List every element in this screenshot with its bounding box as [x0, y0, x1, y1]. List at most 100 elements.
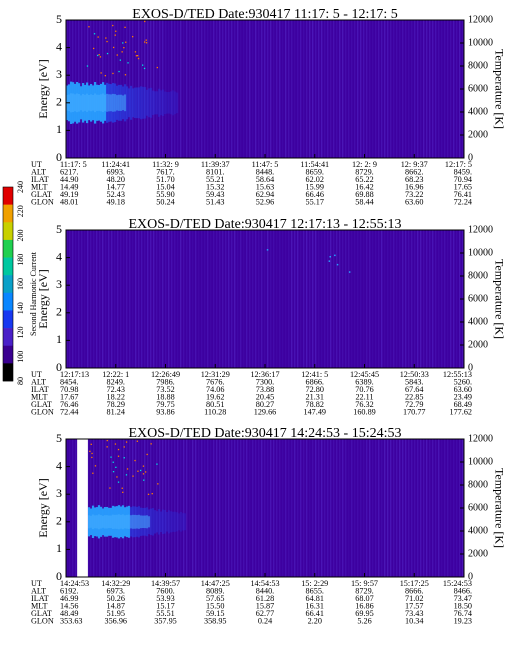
streak	[411, 20, 413, 158]
streak	[90, 439, 92, 577]
table-row-label: ALT	[31, 167, 46, 176]
streak	[309, 230, 311, 368]
band-core	[105, 515, 109, 529]
table-cell: 62.94	[256, 190, 274, 199]
table-cell: 48.20	[107, 175, 125, 184]
streak	[414, 230, 416, 368]
streak	[153, 230, 155, 368]
table-cell: 8448.	[256, 167, 274, 176]
table-cell: 5843.	[405, 377, 423, 386]
band-core	[96, 94, 99, 111]
sparse-dot	[140, 469, 142, 472]
table-row-label: MLT	[31, 392, 48, 401]
colorbar-segment	[3, 239, 13, 258]
table-cell: 8089.	[206, 586, 224, 595]
y-tick-label: 3	[56, 277, 62, 291]
streak	[288, 439, 290, 577]
y-right-axis-label: Temperature [K]	[492, 259, 505, 339]
streak	[318, 20, 320, 158]
streak	[402, 230, 404, 368]
table-cell: 66.46	[306, 190, 324, 199]
y-right-axis-label: Temperature [K]	[492, 468, 505, 548]
streak	[273, 439, 275, 577]
streak	[306, 20, 308, 158]
streak	[144, 439, 146, 577]
table-cell: 353.63	[60, 616, 83, 625]
streak	[141, 439, 143, 577]
streak	[411, 230, 413, 368]
table-cell: 48.01	[60, 197, 78, 206]
streak	[441, 439, 443, 577]
streak	[357, 230, 359, 368]
band-column	[181, 513, 185, 531]
streak	[426, 20, 428, 158]
band-core	[80, 95, 83, 111]
streak	[129, 230, 131, 368]
streak	[285, 230, 287, 368]
colorbar-tick-label: 120	[16, 327, 25, 339]
band-core	[94, 93, 97, 113]
sparse-dot	[117, 481, 120, 483]
sparse-dot	[334, 254, 336, 257]
sparse-dot	[145, 471, 147, 473]
streak	[201, 230, 203, 368]
streak	[162, 20, 164, 158]
table-row-label: MLT	[31, 601, 48, 610]
streak	[201, 439, 203, 577]
streak	[336, 230, 338, 368]
streak	[435, 230, 437, 368]
streak	[171, 230, 173, 368]
streak	[294, 230, 296, 368]
streak	[318, 439, 320, 577]
streak	[459, 20, 461, 158]
band-core	[102, 93, 105, 113]
table-cell: 72.44	[60, 407, 78, 416]
streak	[444, 230, 446, 368]
table-cell: 73.22	[405, 190, 423, 199]
sparse-dot	[115, 466, 117, 468]
y-right-axis-label: Temperature [K]	[492, 49, 505, 129]
sparse-dot	[116, 476, 118, 478]
sparse-dot	[144, 41, 146, 43]
streak	[279, 439, 281, 577]
streak	[267, 20, 269, 158]
streak	[123, 230, 125, 368]
streak	[78, 230, 80, 368]
panels: EXOS-D/TED Date:930417 11:17: 5 - 12:17:…	[31, 7, 505, 625]
sparse-dot	[112, 24, 114, 27]
sparse-dot	[116, 54, 118, 56]
sparse-dot	[119, 59, 121, 61]
streak	[414, 20, 416, 158]
sparse-dot	[124, 26, 126, 28]
band-column	[158, 88, 161, 117]
band-column	[140, 86, 143, 120]
streak	[330, 439, 332, 577]
band-column	[154, 91, 157, 115]
panel-3: EXOS-D/TED Date:930417 14:24:53 - 15:24:…	[31, 426, 505, 625]
streak	[360, 230, 362, 368]
table-row-label: GLAT	[31, 400, 52, 409]
band-column	[152, 90, 155, 115]
streak	[126, 230, 128, 368]
band-core	[114, 94, 117, 112]
band-column	[179, 511, 183, 532]
table-cell: 15:24:53	[443, 579, 472, 588]
band-core	[101, 515, 105, 528]
streak	[219, 230, 221, 368]
y-right-tick-label: 0	[468, 571, 473, 582]
streak	[369, 230, 371, 368]
table-cell: 81.24	[107, 407, 125, 416]
streak	[198, 230, 200, 368]
streak	[255, 230, 257, 368]
table-cell: 18.22	[107, 392, 125, 401]
streak	[270, 439, 272, 577]
table-cell: 73.52	[156, 385, 174, 394]
streak	[246, 20, 248, 158]
band-core	[112, 93, 115, 112]
table-cell: 7986.	[156, 377, 174, 386]
streak	[390, 20, 392, 158]
streak	[216, 230, 218, 368]
streak	[450, 439, 452, 577]
streak	[399, 230, 401, 368]
sparse-dot	[125, 41, 127, 43]
